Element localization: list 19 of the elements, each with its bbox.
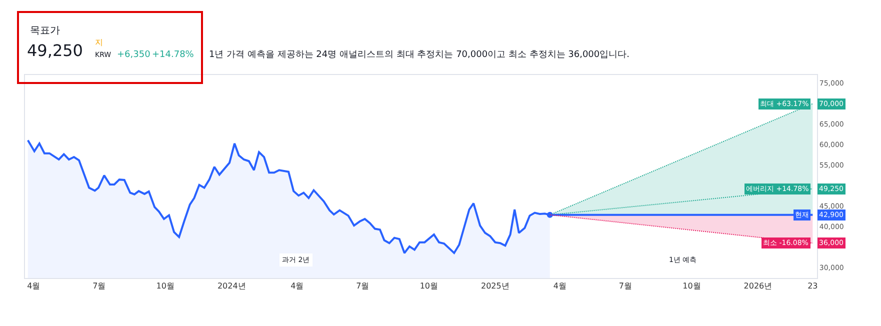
- x-tick-label: 10월: [420, 282, 438, 291]
- text: 49,250: [27, 41, 83, 60]
- chart-title: 목표가: [30, 26, 60, 36]
- text: +6,350: [117, 50, 151, 60]
- x-tick-label: 23: [808, 282, 818, 291]
- x-tick-label: 2024년: [217, 282, 246, 291]
- text: 지: [95, 38, 103, 47]
- x-tick-label: 7월: [92, 282, 106, 291]
- x-tick-label: 7월: [356, 282, 370, 291]
- x-tick-label: 10월: [156, 282, 174, 291]
- x-tick-label: 4월: [290, 282, 304, 291]
- text: 1년 가격 예측을 제공하는 24명 애널리스트의 최대 추정치는 70,000이고 최소 추정치는 36,000입니다.: [209, 50, 630, 60]
- x-tick-label: 4월: [27, 282, 40, 291]
- text: +14.78%: [152, 50, 194, 60]
- x-tick-label: 4월: [553, 282, 567, 291]
- x-tick-label: 7월: [618, 282, 632, 291]
- x-tick-label: 2026년: [744, 282, 772, 291]
- x-tick-label: 2025년: [480, 282, 510, 291]
- x-tick-label: 10월: [682, 282, 701, 291]
